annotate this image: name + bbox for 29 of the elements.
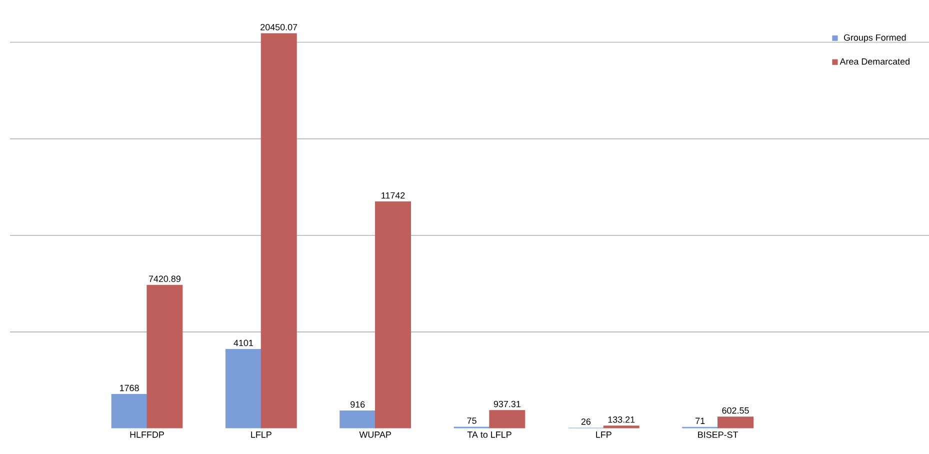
x-tick-label: HLFFDP [130,432,164,438]
data-label: 916 [350,401,365,408]
bar [718,416,754,428]
data-label: 11742 [382,192,405,199]
data-label: 937.31 [494,400,520,408]
x-tick-label: LFLP [251,432,272,438]
x-tick-label: BISEP-ST [698,432,738,438]
data-label: 75 [467,418,476,424]
x-tick-label: WUPAP [359,432,391,438]
bar [340,410,376,428]
bar [375,201,412,428]
bar [603,426,640,428]
x-tick-label: TA to LFLP [467,432,512,438]
legend-label: Area Demarcated [840,58,910,65]
legend-label: Groups Formed [844,34,906,42]
bar [260,33,297,428]
bar [146,284,183,428]
data-label: 71 [696,418,705,424]
data-label: 4101 [234,340,253,346]
bar [111,394,148,428]
bar [225,348,262,428]
data-label: 1768 [120,384,139,392]
x-tick-label: LFP [596,432,612,438]
data-label: 7420.89 [148,276,180,282]
data-label: 133.21 [608,416,635,423]
bar [489,410,526,428]
data-label: 26 [581,418,591,425]
data-label: 20450.07 [260,24,298,30]
data-label: 602.55 [722,407,749,414]
